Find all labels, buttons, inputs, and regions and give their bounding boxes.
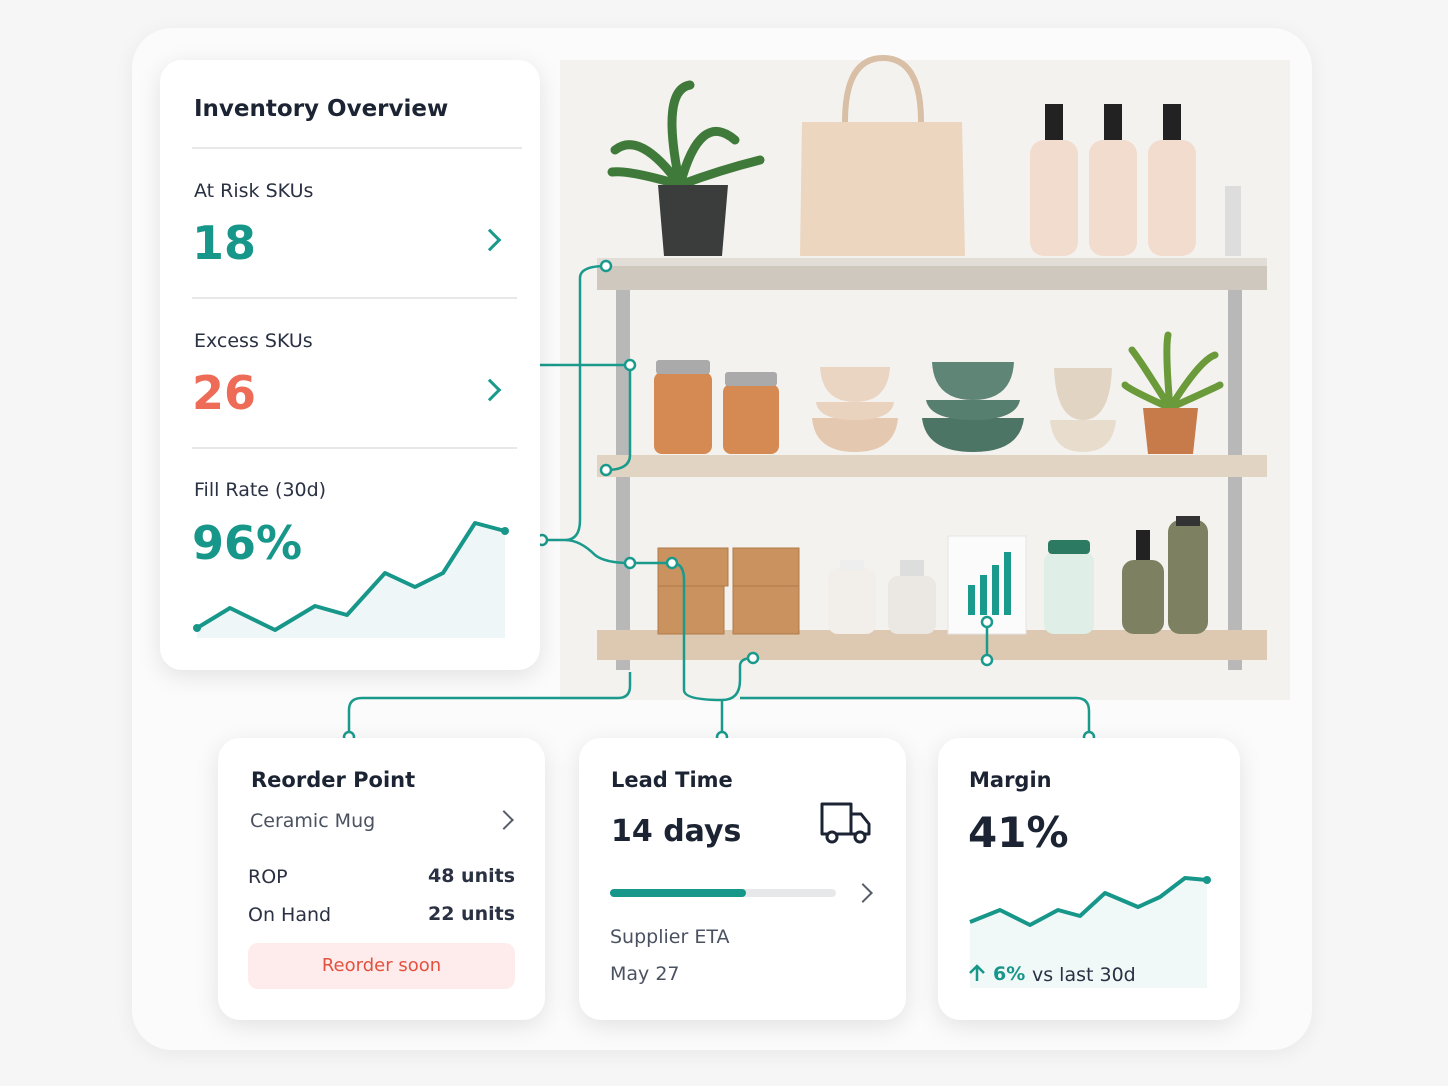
card-title: Inventory Overview bbox=[194, 96, 449, 122]
metric-value: 96% bbox=[192, 516, 303, 570]
margin-card: Margin 41% 6% vs last 30d bbox=[938, 738, 1240, 1020]
metric-value: 26 bbox=[192, 366, 257, 420]
eta-date: May 27 bbox=[610, 963, 680, 985]
metric-value: 18 bbox=[192, 216, 257, 270]
card-title: Reorder Point bbox=[251, 768, 416, 792]
item-name: Ceramic Mug bbox=[250, 810, 376, 832]
shelf bbox=[597, 455, 1267, 477]
progress-fill bbox=[610, 889, 746, 897]
boxes bbox=[657, 547, 800, 635]
sparkline-line bbox=[969, 876, 1208, 927]
small-plant bbox=[1121, 331, 1224, 412]
change-value: 6% bbox=[993, 963, 1026, 985]
truck-icon bbox=[820, 802, 871, 844]
bowls bbox=[812, 362, 1116, 452]
lead-time-card: Lead Time 14 days Supplier ETA May 27 bbox=[579, 738, 906, 1020]
row-value: 22 units bbox=[427, 903, 515, 925]
shelf-top bbox=[597, 258, 1267, 266]
divider bbox=[192, 297, 517, 299]
row-label: On Hand bbox=[248, 904, 332, 926]
row-value: 48 units bbox=[427, 865, 515, 887]
change-note: vs last 30d bbox=[1032, 964, 1136, 986]
chevron[interactable] bbox=[494, 810, 514, 830]
card-title: Margin bbox=[969, 768, 1052, 792]
bag-handle bbox=[842, 54, 924, 123]
sparkline-area bbox=[970, 878, 1207, 988]
margin-value: 41% bbox=[968, 808, 1069, 857]
metric-label: Fill Rate (30d) bbox=[194, 479, 327, 501]
metric-label: Excess SKUs bbox=[194, 330, 313, 352]
eta-label: Supplier ETA bbox=[610, 926, 730, 948]
shelf bbox=[597, 630, 1267, 660]
bag bbox=[800, 122, 965, 256]
pump-bottles bbox=[1030, 104, 1241, 256]
up-arrow bbox=[969, 964, 985, 981]
reorder-card: Reorder Point Ceramic Mug ROP 48 units O… bbox=[218, 738, 545, 1020]
card-title: Lead Time bbox=[611, 768, 733, 792]
jars bbox=[654, 360, 779, 454]
metric-label: At Risk SKUs bbox=[194, 180, 314, 202]
small-pot bbox=[1143, 408, 1198, 454]
sparkline-area bbox=[197, 523, 505, 638]
plant-leaves bbox=[607, 80, 765, 190]
sparkline-dot bbox=[193, 624, 201, 632]
divider bbox=[192, 147, 522, 149]
lead-time-value: 14 days bbox=[611, 814, 742, 849]
divider bbox=[192, 447, 517, 449]
status-button[interactable]: Reorder soon bbox=[248, 943, 515, 989]
sparkline bbox=[969, 876, 1211, 988]
sparkline bbox=[193, 521, 509, 638]
sparkline-dot bbox=[1203, 876, 1211, 884]
sparkline-line bbox=[195, 521, 506, 632]
row-label: ROP bbox=[248, 866, 288, 888]
pot bbox=[658, 185, 728, 256]
sparkline-dot bbox=[501, 527, 509, 535]
overview-card: Inventory Overview At Risk SKUs 18 Exces… bbox=[160, 60, 540, 670]
chevron[interactable] bbox=[853, 883, 873, 903]
